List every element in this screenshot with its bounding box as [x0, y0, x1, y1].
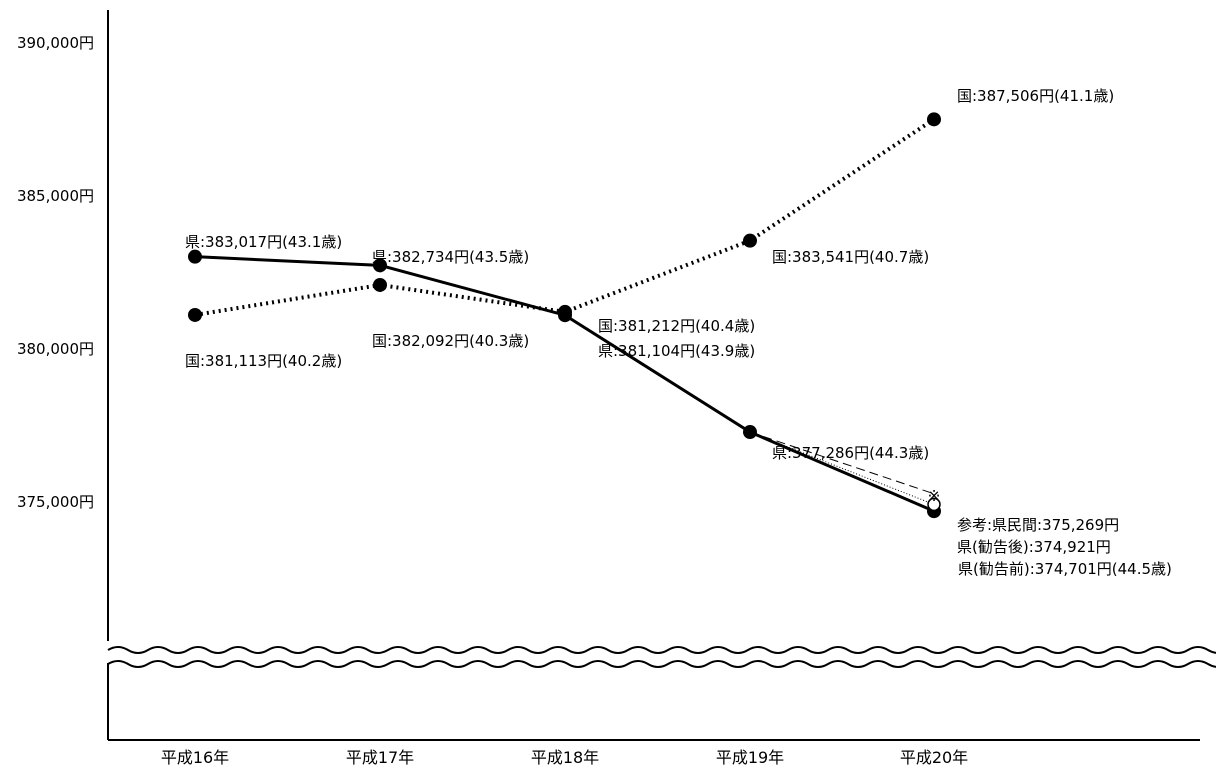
data-label: 国:383,541円(40.7歳) — [772, 248, 929, 266]
data-label: 県(勧告前):374,701円(44.5歳) — [958, 560, 1172, 578]
series-line — [194, 117, 936, 317]
data-point — [188, 249, 202, 264]
y-tick-label: 375,000円 — [17, 493, 94, 511]
data-label: 県:382,734円(43.5歳) — [372, 248, 529, 266]
data-point — [373, 277, 387, 292]
x-tick-label: 平成20年 — [900, 748, 968, 767]
data-label: 県:377,286円(44.3歳) — [772, 444, 929, 462]
data-label: 国:381,212円(40.4歳) — [598, 317, 755, 335]
y-tick-label: 385,000円 — [17, 187, 94, 205]
data-label: 国:382,092円(40.3歳) — [372, 332, 529, 350]
data-point — [558, 304, 572, 319]
series-markers: ※ — [188, 112, 941, 519]
data-label: 県:383,017円(43.1歳) — [185, 233, 342, 251]
x-tick-label: 平成18年 — [531, 748, 599, 767]
x-tick-label: 平成16年 — [161, 748, 229, 767]
y-tick-label: 390,000円 — [17, 34, 94, 52]
data-point — [927, 112, 941, 127]
data-label: 県:381,104円(43.9歳) — [598, 342, 755, 360]
y-tick-label: 380,000円 — [17, 340, 94, 358]
data-label: 参考:県民間:375,269円 — [957, 516, 1119, 534]
data-label: 国:387,506円(41.1歳) — [957, 87, 1114, 105]
data-labels: 県:383,017円(43.1歳) 県:382,734円(43.5歳) 県:381,… — [185, 87, 1172, 578]
x-tick-label: 平成17年 — [346, 748, 414, 767]
data-point — [373, 258, 387, 273]
data-label: 国:381,113円(40.2歳) — [185, 352, 342, 370]
open-circle-marker — [927, 497, 941, 512]
data-point — [743, 425, 757, 440]
x-tick-label: 平成19年 — [716, 748, 784, 767]
axis-break-line — [107, 646, 1216, 654]
reference-marker: ※ — [928, 487, 941, 505]
data-point — [743, 233, 757, 248]
data-point — [188, 307, 202, 322]
data-label: 県(勧告後):374,921円 — [957, 538, 1111, 556]
series-line — [194, 255, 935, 513]
branch-line — [749, 431, 935, 495]
axis-break-line — [107, 660, 1216, 668]
